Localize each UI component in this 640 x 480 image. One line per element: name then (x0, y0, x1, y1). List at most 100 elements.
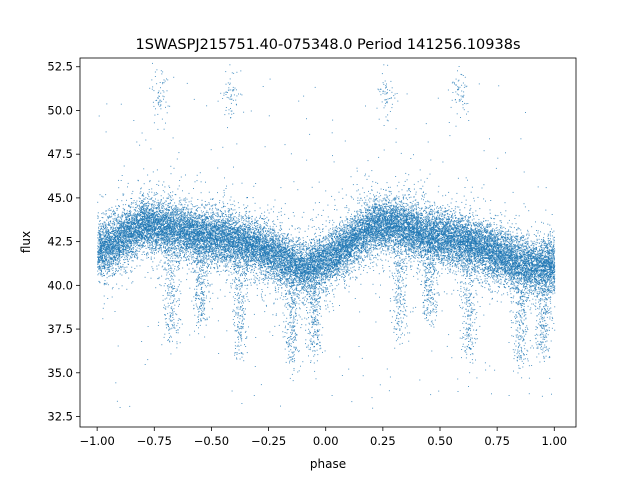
data-point (153, 205, 154, 206)
data-point (104, 214, 105, 215)
data-point (136, 214, 137, 215)
data-point (150, 212, 151, 213)
data-point (108, 222, 109, 223)
data-point (185, 209, 186, 210)
data-point (147, 175, 148, 176)
data-point (535, 299, 536, 300)
data-point (300, 290, 301, 291)
data-point (103, 259, 104, 260)
data-point (265, 218, 266, 219)
data-point (462, 275, 463, 276)
data-point (337, 239, 338, 240)
data-point (276, 283, 277, 284)
data-point (151, 252, 152, 253)
data-point (457, 233, 458, 234)
data-point (209, 292, 210, 293)
data-point (131, 215, 132, 216)
data-point (288, 280, 289, 281)
data-point (126, 289, 127, 290)
data-point (489, 262, 490, 263)
data-point (243, 220, 244, 221)
data-point (401, 202, 402, 203)
data-point (290, 274, 291, 275)
data-point (134, 268, 135, 269)
data-point (105, 267, 106, 268)
data-point (526, 325, 527, 326)
data-point (182, 252, 183, 253)
data-point (386, 203, 387, 204)
data-point (182, 250, 183, 251)
data-point (400, 208, 401, 209)
data-point (419, 220, 420, 221)
data-point (452, 198, 453, 199)
data-point (379, 196, 380, 197)
data-point (512, 242, 513, 243)
data-point (121, 200, 122, 201)
data-point (190, 249, 191, 250)
data-point (225, 210, 226, 211)
data-point (488, 220, 489, 221)
data-point (116, 284, 117, 285)
data-point (236, 254, 237, 255)
data-point (391, 193, 392, 194)
data-point (527, 293, 528, 294)
data-point (265, 231, 266, 232)
data-point (477, 215, 478, 216)
data-point (363, 270, 364, 271)
data-point (389, 277, 390, 278)
data-point (257, 227, 258, 228)
data-point (364, 227, 365, 228)
data-point (489, 226, 490, 227)
data-point (413, 250, 414, 251)
data-point (367, 255, 368, 256)
data-point (214, 267, 215, 268)
data-point (161, 251, 162, 252)
data-point (475, 222, 476, 223)
data-point (336, 278, 337, 279)
data-point (434, 213, 435, 214)
data-point (359, 202, 360, 203)
data-point (484, 244, 485, 245)
data-point (287, 243, 288, 244)
data-point (354, 263, 355, 264)
data-point (388, 187, 389, 188)
data-point (152, 204, 153, 205)
data-point (106, 255, 107, 256)
data-point (339, 224, 340, 225)
data-point (250, 247, 251, 248)
data-point (282, 222, 283, 223)
data-point (481, 224, 482, 225)
data-point (168, 255, 169, 256)
data-point (285, 203, 286, 204)
data-point (411, 249, 412, 250)
data-point (232, 214, 233, 215)
data-point (509, 278, 510, 279)
data-point (255, 203, 256, 204)
data-point (227, 203, 228, 204)
data-point (450, 211, 451, 212)
data-point (242, 242, 243, 243)
data-point (101, 234, 102, 235)
data-point (274, 229, 275, 230)
data-point (388, 250, 389, 251)
data-point (481, 285, 482, 286)
data-point (171, 250, 172, 251)
data-point (421, 209, 422, 210)
data-point (291, 240, 292, 241)
data-point (472, 212, 473, 213)
data-point (512, 232, 513, 233)
chart-title: 1SWASPJ215751.40-075348.0 Period 141256.… (135, 37, 520, 53)
data-point (276, 292, 277, 293)
data-point (415, 200, 416, 201)
data-point (102, 274, 103, 275)
data-point (228, 214, 229, 215)
data-point (371, 186, 372, 187)
data-point (286, 299, 287, 300)
data-point (366, 205, 367, 206)
data-point (135, 253, 136, 254)
data-point (550, 234, 551, 235)
data-point (461, 260, 462, 261)
data-point (169, 222, 170, 223)
data-point (433, 251, 434, 252)
data-point (333, 231, 334, 232)
